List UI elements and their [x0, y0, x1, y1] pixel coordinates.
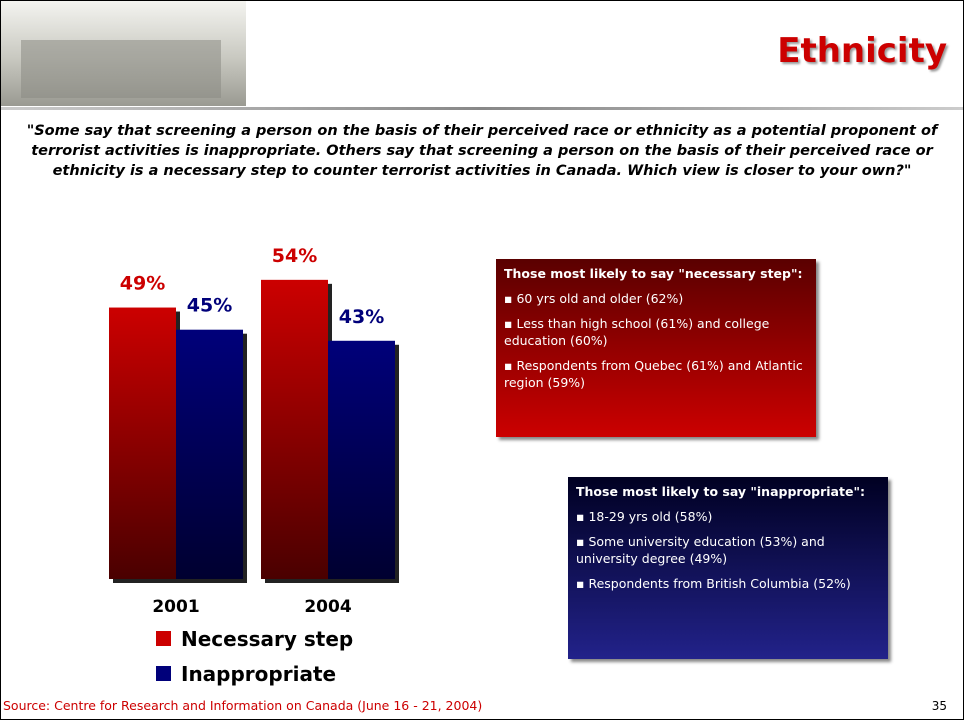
callout-item: ▪ 60 yrs old and older (62%): [504, 291, 684, 306]
value-label: 45%: [187, 295, 232, 317]
legend-label: Inappropriate: [181, 662, 336, 686]
callout-item: ▪ Less than high school (61%) and colleg…: [504, 316, 770, 348]
header-photo: [1, 1, 246, 106]
callout-item: ▪ Some university education (53%) and un…: [576, 534, 825, 566]
callout: Those most likely to say "necessary step…: [496, 259, 816, 437]
callout-heading: Those most likely to say "necessary step…: [504, 266, 803, 281]
legend-label: Necessary step: [181, 627, 353, 651]
slide-title: Ethnicity: [777, 31, 947, 71]
callout-item: ▪ Respondents from British Columbia (52%…: [576, 576, 851, 591]
value-label: 54%: [272, 245, 317, 267]
page-number: 35: [931, 699, 947, 713]
bar: [109, 307, 176, 579]
callout: Those most likely to say "inappropriate"…: [568, 477, 888, 659]
callout-heading: Those most likely to say "inappropriate"…: [576, 484, 865, 499]
callout-item: ▪ 18-29 yrs old (58%): [576, 509, 713, 524]
value-label: 49%: [120, 273, 165, 295]
question: "Some say that screening a person on the…: [26, 123, 938, 179]
x-tick-label: 2001: [152, 597, 199, 617]
bar: [176, 329, 243, 579]
value-label: 43%: [339, 306, 384, 328]
source: Source: Centre for Research and Informat…: [3, 698, 483, 713]
callout-item: ▪ Respondents from Quebec (61%) and Atla…: [504, 358, 803, 390]
header-rule: [1, 107, 963, 110]
legend-swatch: [156, 666, 171, 681]
legend-swatch: [156, 631, 171, 646]
x-tick-label: 2004: [304, 597, 351, 617]
bar: [328, 340, 395, 579]
bar: [261, 279, 328, 579]
